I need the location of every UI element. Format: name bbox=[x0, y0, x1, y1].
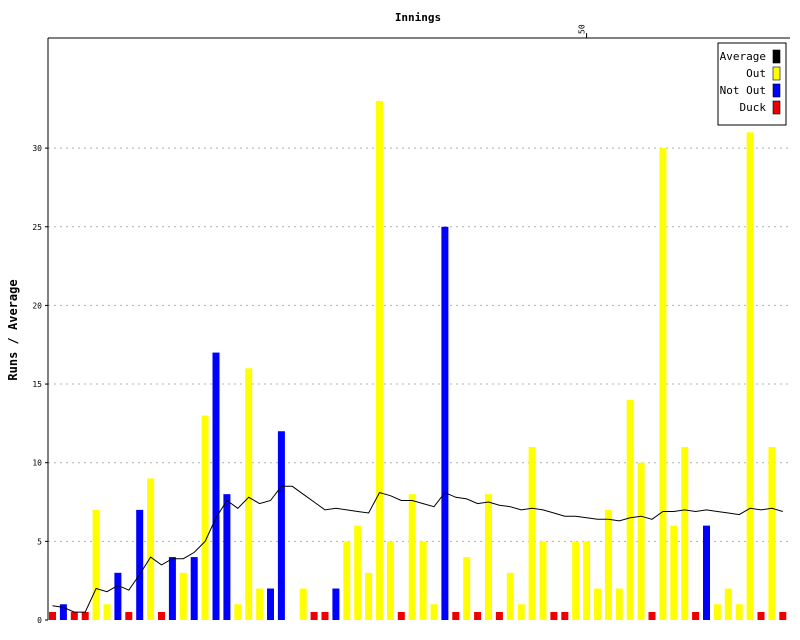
bar-innings-36 bbox=[430, 604, 438, 620]
bar-innings-16 bbox=[212, 352, 220, 620]
bar-innings-44 bbox=[517, 604, 525, 620]
legend: Average Out Not Out Duck bbox=[717, 42, 787, 126]
bar-innings-41 bbox=[485, 494, 492, 620]
bar-innings-39 bbox=[463, 557, 471, 620]
bar-innings-38 bbox=[452, 612, 460, 620]
bar-innings-18 bbox=[234, 604, 242, 620]
chart-title: Innings bbox=[395, 11, 441, 24]
bar-innings-21 bbox=[267, 588, 274, 620]
bar-innings-22 bbox=[277, 431, 285, 620]
bar-innings-60 bbox=[692, 612, 700, 620]
bar-innings-13 bbox=[179, 572, 187, 620]
average-line bbox=[52, 485, 783, 613]
y-tick-label-0: 0 bbox=[37, 616, 42, 625]
legend-swatch-not-out bbox=[772, 83, 781, 98]
bar-innings-5 bbox=[92, 509, 100, 620]
average-line-layer bbox=[52, 485, 783, 613]
legend-swatch-duck bbox=[772, 100, 781, 115]
bar-innings-28 bbox=[343, 541, 351, 620]
bar-innings-65 bbox=[746, 132, 754, 620]
bar-innings-15 bbox=[201, 415, 209, 620]
bar-innings-14 bbox=[190, 557, 198, 620]
bars bbox=[49, 100, 787, 620]
bar-innings-49 bbox=[572, 541, 580, 620]
bar-innings-56 bbox=[648, 612, 656, 620]
bar-innings-42 bbox=[495, 612, 503, 620]
bar-innings-11 bbox=[158, 612, 165, 620]
bar-innings-68 bbox=[779, 612, 787, 620]
bar-innings-57 bbox=[659, 148, 667, 620]
legend-label-duck: Duck bbox=[740, 101, 767, 114]
y-tick-label-25: 25 bbox=[32, 223, 42, 232]
bar-innings-67 bbox=[768, 446, 776, 620]
bar-innings-9 bbox=[136, 509, 144, 620]
y-tick-label-30: 30 bbox=[32, 144, 42, 153]
bar-innings-31 bbox=[376, 100, 383, 620]
bar-innings-6 bbox=[103, 604, 111, 620]
bar-innings-58 bbox=[670, 525, 678, 620]
bar-innings-30 bbox=[365, 572, 373, 620]
bar-innings-45 bbox=[528, 446, 536, 620]
bar-innings-40 bbox=[474, 612, 482, 620]
bar-innings-35 bbox=[419, 541, 427, 620]
bar-innings-4 bbox=[81, 612, 89, 620]
y-axis-label: Runs / Average bbox=[6, 279, 20, 380]
legend-label-not-out: Not Out bbox=[720, 84, 766, 97]
bar-innings-12 bbox=[168, 557, 176, 620]
legend-swatch-average bbox=[772, 49, 781, 64]
y-tick-label-10: 10 bbox=[32, 459, 42, 468]
bar-innings-2 bbox=[59, 604, 67, 620]
bar-innings-20 bbox=[256, 588, 264, 620]
y-tick-label-20: 20 bbox=[32, 301, 42, 310]
bar-innings-3 bbox=[70, 612, 78, 620]
bar-innings-54 bbox=[626, 399, 634, 620]
bar-innings-51 bbox=[594, 588, 601, 620]
gridlines bbox=[48, 147, 790, 542]
bar-innings-7 bbox=[114, 572, 122, 620]
bar-innings-26 bbox=[321, 612, 329, 620]
bar-innings-64 bbox=[735, 604, 743, 620]
y-ticks: 0 5 10 15 20 25 30 bbox=[32, 144, 48, 625]
bar-innings-55 bbox=[637, 462, 645, 620]
bar-innings-46 bbox=[539, 541, 547, 620]
y-tick-label-5: 5 bbox=[37, 537, 42, 546]
bar-innings-66 bbox=[757, 612, 765, 620]
legend-label-average: Average bbox=[720, 50, 766, 63]
legend-swatch-out bbox=[772, 66, 781, 81]
bar-innings-43 bbox=[506, 572, 514, 620]
bar-innings-52 bbox=[604, 509, 612, 620]
bar-innings-34 bbox=[408, 494, 416, 620]
bar-innings-62 bbox=[713, 604, 721, 620]
bar-innings-29 bbox=[354, 525, 362, 620]
bar-innings-25 bbox=[310, 612, 318, 620]
bar-innings-10 bbox=[147, 478, 155, 620]
bar-innings-19 bbox=[245, 368, 253, 620]
bar-innings-63 bbox=[724, 588, 732, 620]
legend-label-out: Out bbox=[746, 67, 766, 80]
bar-innings-17 bbox=[223, 494, 231, 620]
bar-innings-61 bbox=[703, 525, 710, 620]
bar-innings-37 bbox=[441, 226, 449, 620]
bar-innings-27 bbox=[332, 588, 340, 620]
bar-innings-8 bbox=[125, 612, 133, 620]
bar-innings-53 bbox=[615, 588, 623, 620]
axes: 50 bbox=[47, 24, 790, 620]
bar-innings-32 bbox=[386, 541, 394, 620]
bar-innings-33 bbox=[397, 612, 405, 620]
bar-innings-24 bbox=[299, 588, 307, 620]
bar-innings-1 bbox=[49, 612, 56, 620]
bar-innings-47 bbox=[550, 612, 558, 620]
bar-innings-59 bbox=[681, 446, 689, 620]
bar-innings-50 bbox=[583, 541, 591, 620]
top-tick-label: 50 bbox=[578, 24, 587, 34]
bar-innings-48 bbox=[561, 612, 569, 620]
y-tick-label-15: 15 bbox=[32, 380, 42, 389]
